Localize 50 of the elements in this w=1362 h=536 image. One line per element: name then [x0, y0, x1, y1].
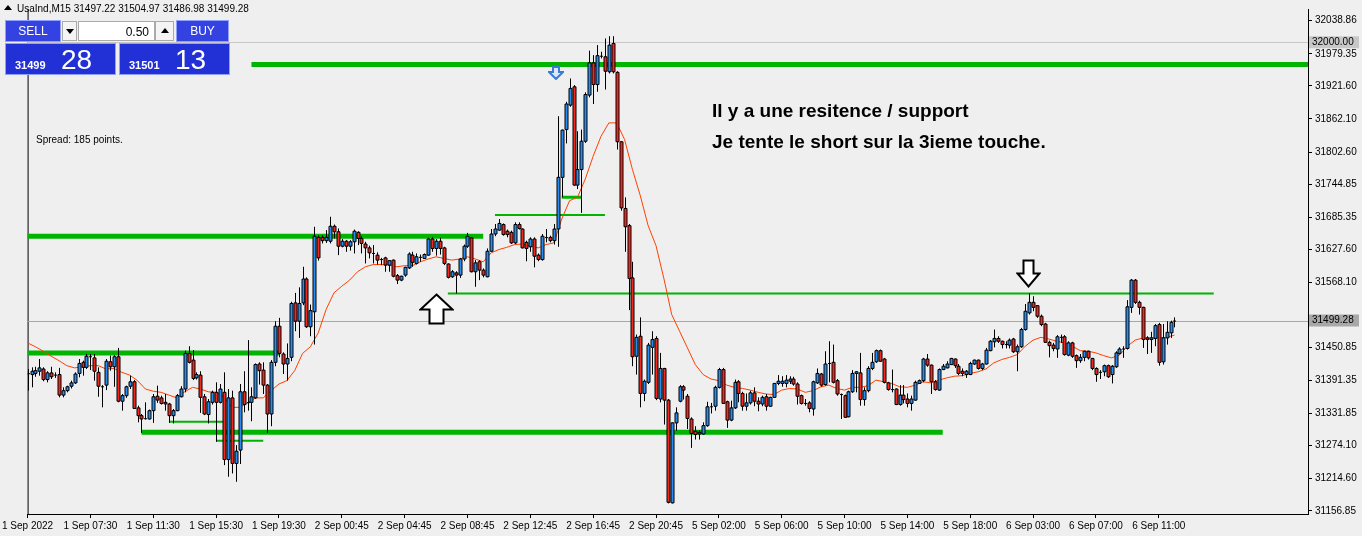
x-tick-label: 6 Sep 11:00 — [1132, 519, 1186, 531]
y-tick-label: 31627.60 — [1315, 242, 1358, 254]
x-tick-label: 5 Sep 18:00 — [943, 519, 998, 531]
x-tick-label: 2 Sep 20:45 — [629, 519, 684, 531]
y-tick-label: 31391.35 — [1315, 374, 1358, 386]
ref-line-label: 32000.00 — [1312, 36, 1355, 48]
sell-button: SELL — [5, 20, 61, 42]
y-tick-label: 31862.10 — [1315, 112, 1358, 124]
annotation: Il y a une resitence / support — [712, 100, 969, 122]
x-tick-label: 2 Sep 12:45 — [503, 519, 558, 531]
x-tick-label: 2 Sep 16:45 — [566, 519, 621, 531]
annotation: Spread: 185 points. — [36, 134, 123, 145]
x-tick-label: 5 Sep 14:00 — [880, 519, 935, 531]
y-tick-label: 31568.10 — [1315, 276, 1358, 288]
buy-price-box: 31501 13 — [119, 43, 230, 75]
y-tick-label: 31685.35 — [1315, 210, 1358, 222]
x-tick-label: 1 Sep 11:30 — [126, 519, 181, 531]
y-tick-label: 31802.60 — [1315, 145, 1358, 157]
ref-line-label: 31499.28 — [1312, 314, 1355, 326]
chart-title: UsaInd,M15 31497.22 31504.97 31486.98 31499.28 — [17, 3, 249, 14]
candlestick — [827, 340, 832, 383]
y-tick-label: 31744.85 — [1315, 177, 1358, 189]
buy-button: BUY — [176, 20, 229, 42]
y-tick-label: 31214.60 — [1315, 472, 1358, 484]
x-tick-label: 1 Sep 19:30 — [251, 519, 307, 531]
y-tick-label: 31979.35 — [1315, 47, 1358, 59]
y-tick-label: 31921.60 — [1315, 79, 1358, 91]
x-tick-label: 5 Sep 02:00 — [691, 519, 747, 531]
x-tick-label: 6 Sep 07:00 — [1068, 519, 1124, 531]
x-tick-label: 2 Sep 08:45 — [440, 519, 495, 531]
x-tick-label: 2 Sep 00:45 — [314, 519, 370, 531]
lot-size-field: 0.50 — [78, 21, 155, 41]
x-tick-label: 5 Sep 10:00 — [817, 519, 872, 531]
y-tick-label: 31331.85 — [1315, 407, 1358, 419]
x-tick-label: 5 Sep 06:00 — [754, 519, 810, 531]
annotation: 31499 — [15, 59, 46, 71]
x-tick-label: 1 Sep 2022 — [1, 519, 54, 531]
sell-price-box: 31499 28 — [5, 43, 116, 75]
x-tick-label: 1 Sep 07:30 — [63, 519, 118, 531]
x-tick-label: 6 Sep 03:00 — [1006, 519, 1061, 531]
y-tick-label: 31156.85 — [1315, 504, 1357, 516]
x-tick-label: 2 Sep 04:45 — [377, 519, 433, 531]
y-tick-label: 31274.10 — [1315, 439, 1358, 451]
annotation: 31501 — [129, 59, 160, 71]
annotation: 28 — [61, 44, 93, 76]
annotation: 13 — [175, 44, 207, 76]
annotation: Je tente le short sur la 3ieme touche. — [712, 131, 1046, 153]
x-tick-label: 1 Sep 15:30 — [189, 519, 244, 531]
y-tick-label: 32038.86 — [1315, 14, 1358, 26]
y-tick-label: 31450.85 — [1315, 341, 1358, 353]
